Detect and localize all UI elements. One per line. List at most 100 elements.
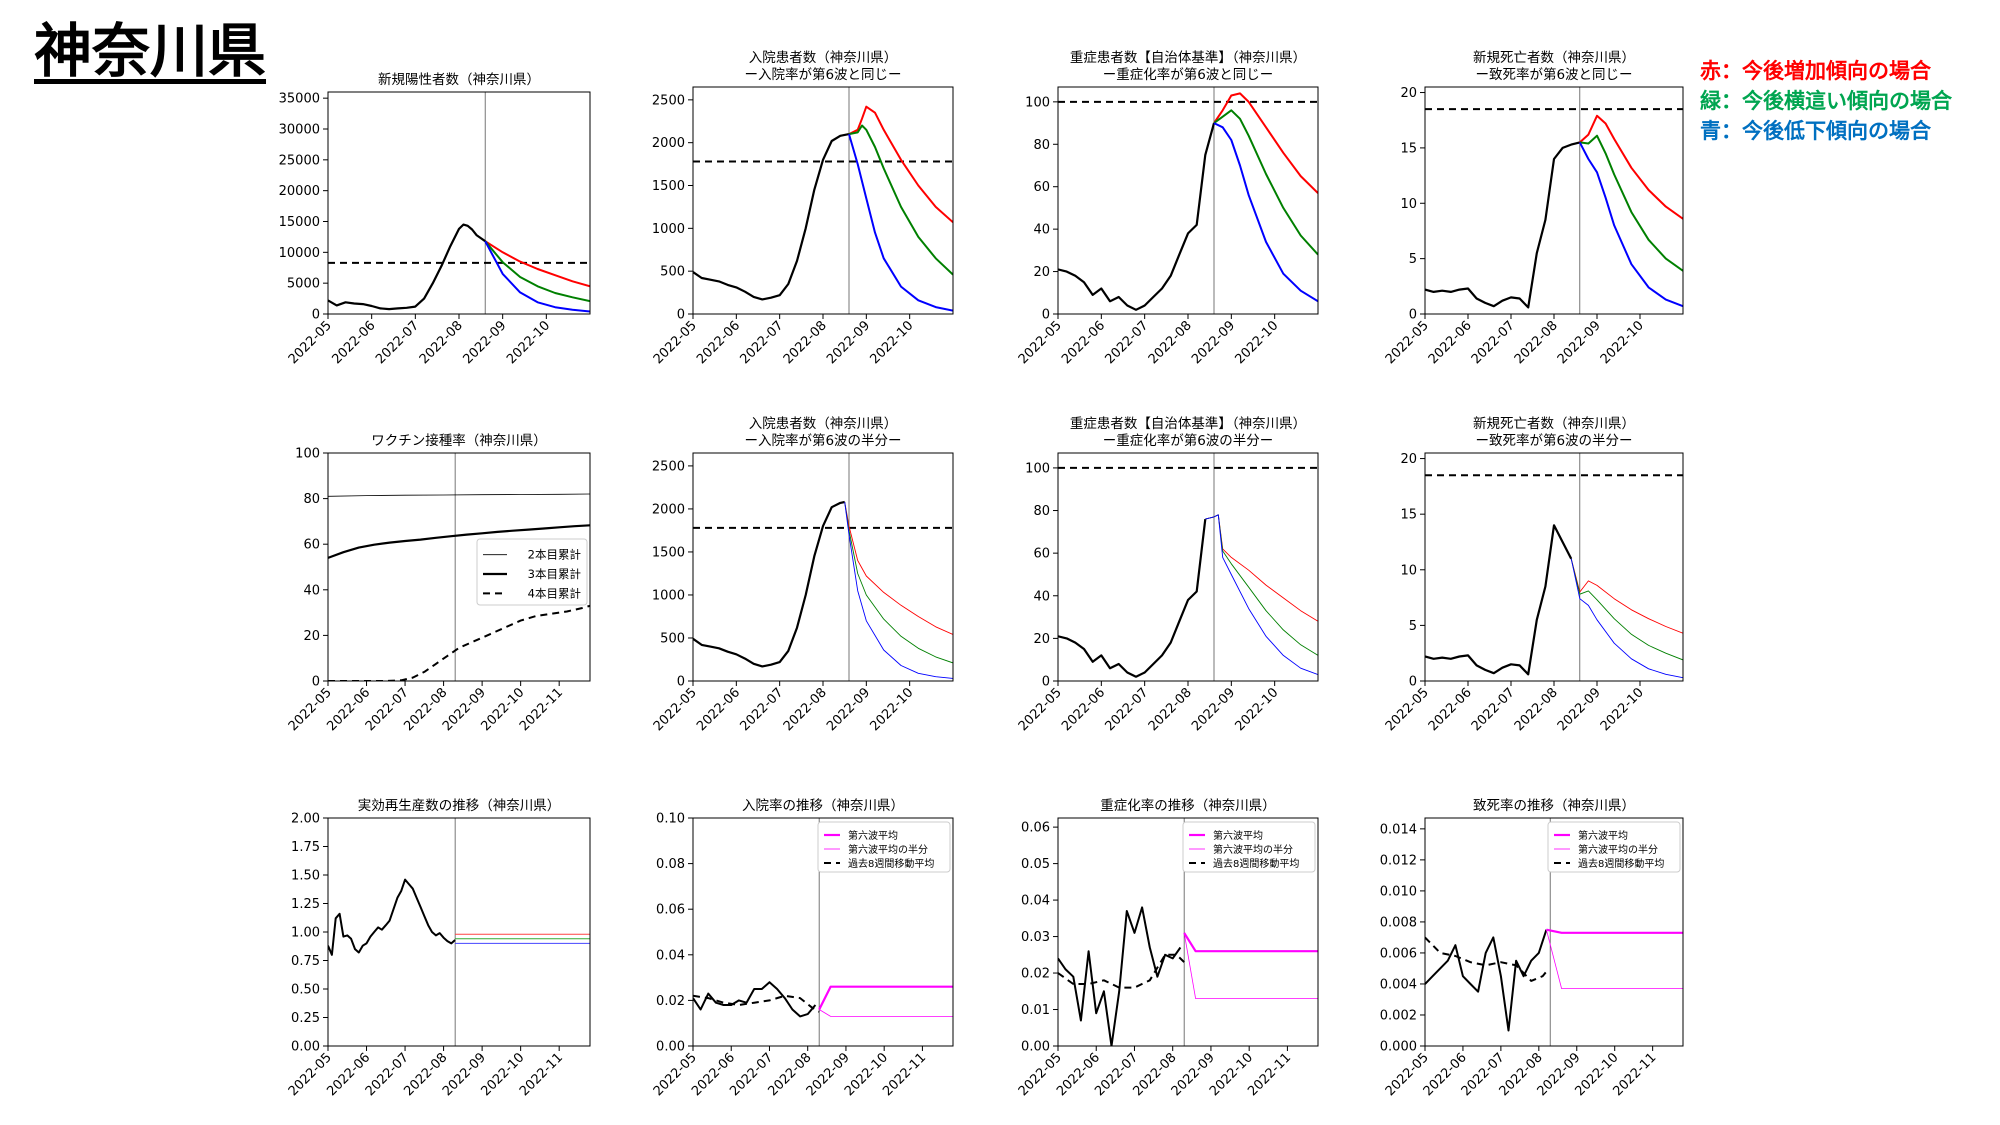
series-line-2 [1570, 558, 1683, 661]
chart-title: 重症患者数【自治体基準】（神奈川県） [1070, 415, 1306, 432]
y-tick-label: 1.25 [291, 897, 320, 912]
x-tick-label: 2022-08 [1512, 318, 1561, 367]
y-tick-label: 1.75 [291, 840, 320, 855]
y-tick-label: 0.004 [1380, 977, 1417, 992]
x-tick-label: 2022-05 [1016, 685, 1065, 734]
series-layer [1425, 453, 1683, 681]
x-tick-label: 2022-05 [651, 318, 700, 367]
x-tick-label: 2022-08 [1146, 685, 1195, 734]
axes-frame [1057, 452, 1319, 682]
x-tick-label: 2022-10 [504, 318, 553, 367]
y-tick-label: 10 [1400, 563, 1417, 578]
chart-c7: 重症患者数【自治体基準】（神奈川県）ー重症化率が第6波の半分ー 0 20 40 60 80… [1016, 415, 1319, 734]
chart-title: 重症化率の推移（神奈川県） [1100, 797, 1276, 814]
axes-frame [692, 817, 954, 1047]
y-tick-label: 0.06 [1021, 821, 1050, 836]
series-line-1 [484, 240, 590, 288]
x-tick-label: 2022-05 [1383, 685, 1432, 734]
y-tick-label: 0.00 [1021, 1040, 1050, 1055]
series-line-1 [1570, 558, 1683, 634]
chart-title: 入院患者数（神奈川県） [749, 50, 898, 66]
legend-label: 第六波平均 [848, 829, 898, 842]
y-tick-label: 25000 [279, 153, 320, 168]
series-line-2 [844, 501, 953, 664]
x-tick-label: 2022-10 [1232, 685, 1281, 734]
x-tick-label: 2022-06 [1426, 318, 1475, 367]
series-line-2 [484, 240, 590, 303]
x-tick-label: 2022-06 [694, 318, 743, 367]
y-tick-label: 40 [303, 583, 320, 598]
y-tick-label: 35000 [279, 92, 320, 107]
series-line-3 [1183, 932, 1318, 1000]
x-tick-label: 2022-05 [651, 685, 700, 734]
series-line-0 [1425, 141, 1581, 309]
series-line-2 [1579, 134, 1683, 272]
chart-c9: 実効再生産数の推移（神奈川県） 0.00 0.25 0.50 0.75 1.00 1.25 1… [286, 798, 591, 1099]
chart-c8: 新規死亡者数（神奈川県）ー致死率が第6波の半分ー051015202022-052… [1383, 416, 1684, 734]
chart-c12: 致死率の推移（神奈川県） 0.000 0.002 0.004 0.006 0.008 0.0… [1380, 797, 1684, 1099]
series-layer [1058, 818, 1318, 1046]
x-tick-label: 2022-07 [1102, 685, 1151, 734]
x-tick-label: 2022-10 [867, 685, 916, 734]
legend-box [1547, 821, 1681, 873]
chart-c1: 新規陽性者数（神奈川県） 0 5000 10000 15000 20000 25000 300… [279, 72, 591, 367]
chart-title: ー致死率が第6波の半分ー [1475, 432, 1632, 449]
series-line-3 [844, 501, 953, 679]
y-tick-label: 0.06 [656, 903, 685, 918]
series-line-0 [328, 493, 590, 497]
scenario-legend-red: 赤：今後増加傾向の場合 [1700, 59, 1931, 83]
series-line-3 [1578, 141, 1683, 308]
series-line-3 [484, 240, 590, 313]
series-line-1 [1579, 114, 1683, 220]
plot-area: 重症化率の推移（神奈川県） 0.00 0.01 0.02 0.03 0.04 0.05 0.0… [1016, 797, 1319, 1099]
y-tick-label: 0.014 [1380, 822, 1417, 837]
legend-label: 過去8週間移動平均 [1578, 857, 1664, 870]
y-tick-label: 80 [1033, 504, 1050, 519]
y-tick-label: 60 [1033, 180, 1050, 195]
x-tick-label: 2022-07 [737, 318, 786, 367]
y-tick-label: 0.02 [656, 994, 685, 1009]
plot-area: 重症患者数【自治体基準】（神奈川県）ー重症化率が第6波の半分ー 0 20 40 60 80… [1016, 415, 1319, 734]
y-tick-label: 0.04 [656, 948, 685, 963]
series-line-2 [1205, 514, 1318, 656]
y-tick-label: 40 [1033, 223, 1050, 238]
series-line-0 [328, 223, 486, 311]
series-line-0 [693, 133, 850, 301]
y-tick-label: 2000 [652, 136, 685, 151]
chart-legend: 2本目累計 3本目累計 4本目累計 [476, 538, 588, 606]
series-layer [693, 87, 953, 314]
scenario-legend-green: 緑：今後横這い傾向の場合 [1700, 89, 1952, 113]
series-layer [1425, 818, 1683, 1046]
y-tick-label: 0 [312, 675, 320, 690]
x-tick-label: 2022-10 [867, 318, 916, 367]
chart-title: ー致死率が第6波と同じー [1475, 66, 1632, 83]
x-tick-label: 2022-09 [460, 318, 509, 367]
y-tick-label: 0.002 [1380, 1008, 1417, 1023]
chart-title: 重症患者数【自治体基準】（神奈川県） [1070, 49, 1306, 66]
x-tick-label: 2022-07 [737, 685, 786, 734]
y-tick-label: 0.04 [1021, 894, 1050, 909]
series-line-1 [1213, 92, 1318, 194]
x-tick-label: 2022-09 [824, 318, 873, 367]
x-tick-label: 2022-09 [1189, 318, 1238, 367]
legend-box [1182, 821, 1316, 873]
series-line-0 [1058, 122, 1216, 311]
x-tick-label: 2022-06 [1059, 318, 1108, 367]
y-tick-label: 0.25 [291, 1011, 320, 1026]
y-tick-label: 0 [677, 675, 685, 690]
chart-c6: 入院患者数（神奈川県）ー入院率が第6波の半分ー 0 500 1000 1500 2000 2… [651, 416, 954, 734]
x-tick-label: 2022-06 [694, 685, 743, 734]
y-tick-label: 0.10 [656, 812, 685, 827]
y-tick-label: 0.012 [1380, 853, 1417, 868]
series-layer [328, 92, 590, 314]
plot-area: 入院患者数（神奈川県）ー入院率が第6波と同じー 0 500 1000 1500 2000 2… [651, 50, 954, 367]
y-tick-label: 500 [660, 265, 685, 280]
series-line-1 [848, 105, 953, 224]
y-tick-label: 30000 [279, 123, 320, 138]
chart-title: 致死率の推移（神奈川県） [1473, 797, 1635, 814]
y-tick-label: 20 [1400, 86, 1417, 101]
y-tick-label: 5 [1409, 252, 1417, 267]
chart-c3: 重症患者数【自治体基準】（神奈川県）ー重症化率が第6波と同じー 0 20 40 60 80… [1016, 49, 1319, 367]
plot-area: 新規死亡者数（神奈川県）ー致死率が第6波の半分ー051015202022-052… [1383, 416, 1684, 734]
